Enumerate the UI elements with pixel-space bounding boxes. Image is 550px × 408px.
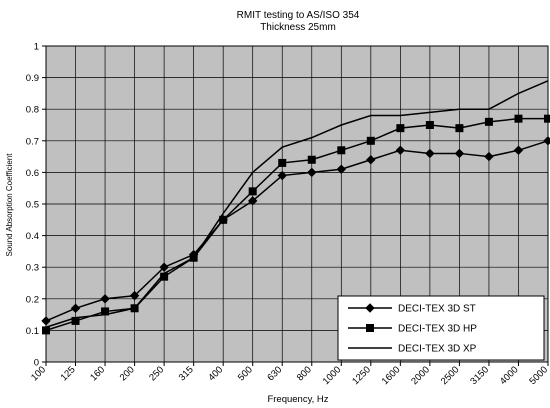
series-line (45, 140, 549, 322)
data-point (514, 114, 523, 123)
legend-label: DECI-TEX 3D HP (398, 324, 477, 335)
data-point (336, 164, 347, 174)
legend-item: DECI-TEX 3D XP (348, 344, 477, 355)
y-tick-label: 0.6 (26, 168, 39, 179)
x-tick-label: 4000 (498, 364, 521, 387)
data-point (543, 136, 550, 146)
x-axis-label: Frequency, Hz (267, 394, 328, 405)
y-tick-label: 0.7 (26, 136, 39, 147)
x-tick-label: 100 (29, 364, 48, 383)
x-tick-label: 630 (265, 364, 284, 383)
x-tick-label: 1600 (380, 364, 403, 387)
y-tick-label: 0.3 (26, 263, 39, 274)
data-point (484, 151, 494, 162)
data-point (454, 148, 465, 159)
y-tick-label: 1 (34, 42, 39, 53)
legend-label: DECI-TEX 3D ST (398, 304, 476, 315)
x-tick-label: 1250 (350, 364, 373, 387)
x-tick-label: 800 (295, 364, 314, 383)
legend-item: DECI-TEX 3D HP (348, 324, 477, 335)
data-point (278, 158, 287, 167)
data-point (395, 145, 406, 155)
y-tick-label: 0.5 (26, 200, 39, 211)
x-tick-label: 160 (88, 364, 107, 383)
x-tick-label: 200 (118, 364, 137, 383)
data-point (42, 326, 50, 335)
x-tick-label: 400 (206, 364, 225, 383)
series-line (45, 80, 549, 328)
data-point (455, 124, 464, 133)
y-tick-label: 0.9 (26, 73, 39, 84)
chart-subtitle: Thickness 25mm (260, 22, 336, 33)
x-tick-label: 2500 (439, 364, 462, 387)
data-point (366, 136, 375, 145)
legend-label: DECI-TEX 3D XP (398, 344, 477, 355)
x-tick-label: 250 (147, 364, 166, 383)
y-tick-label: 0.4 (26, 231, 39, 242)
y-tick-label: 0.8 (26, 105, 39, 116)
data-point (129, 290, 140, 301)
data-point (484, 117, 493, 126)
data-point (513, 145, 524, 155)
data-point (277, 170, 287, 181)
legend: DECI-TEX 3D ST DECI-TEX 3D HP DECI-TEX 3D … (337, 295, 545, 361)
data-point (366, 155, 376, 165)
x-tick-label: 315 (177, 364, 196, 383)
data-point (70, 303, 81, 313)
x-tick-label: 500 (236, 364, 255, 383)
data-point (366, 324, 374, 332)
y-axis-label: Sound Absorption Coefficient (5, 153, 14, 257)
chart-title: RMIT testing to AS/ISO 354 (237, 10, 360, 21)
data-point (100, 294, 110, 304)
data-point (365, 303, 375, 313)
y-tick-label: 0 (34, 358, 39, 369)
data-point (396, 124, 405, 133)
y-axis-ticks: 0 0.1 0.2 0.3 0.4 0.5 0.6 0.7 0.8 0.9 1 (26, 42, 46, 369)
series-3 (45, 80, 549, 328)
x-tick-label: 5000 (527, 364, 550, 387)
data-point (425, 148, 435, 159)
y-tick-label: 0.1 (26, 326, 39, 337)
x-tick-label: 1000 (321, 364, 344, 387)
x-axis-ticks: 100 125 160 200 250 315 400 500 630 800 1000 1250 16… (29, 362, 550, 387)
x-tick-label: 2000 (409, 364, 432, 387)
legend-item: DECI-TEX 3D ST (348, 303, 476, 315)
data-point (544, 114, 550, 123)
data-point (248, 187, 257, 196)
series-layer (41, 80, 550, 335)
data-point (307, 167, 317, 178)
data-point (41, 316, 51, 326)
data-point (247, 196, 258, 206)
data-point (425, 121, 434, 129)
x-tick-label: 3150 (468, 364, 491, 387)
data-point (159, 262, 169, 272)
data-point (337, 146, 346, 155)
data-point (307, 155, 316, 164)
x-tick-label: 125 (59, 364, 78, 383)
y-tick-label: 0.2 (26, 294, 39, 305)
